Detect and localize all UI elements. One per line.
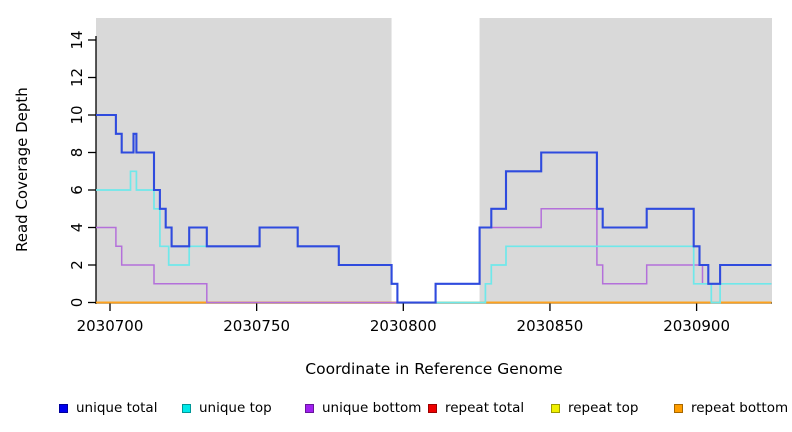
legend-swatch-repeat-total (428, 403, 437, 413)
x-tick-label: 2030900 (663, 317, 730, 335)
y-tick-label: 2 (68, 260, 86, 270)
legend-label: repeat bottom (691, 400, 789, 416)
legend-swatch-unique-total (59, 403, 68, 413)
x-tick-label: 2030800 (370, 317, 437, 335)
y-tick-label: 10 (68, 105, 86, 124)
legend-label: unique total (76, 400, 158, 416)
series-line-unique-total (96, 113, 772, 304)
x-tick-label: 2030750 (223, 317, 290, 335)
x-tick-label: 2030850 (517, 317, 584, 335)
legend-swatch-unique-bottom (305, 403, 314, 413)
x-tick-label: 2030700 (77, 317, 144, 335)
legend-item-unique-top: unique top (182, 398, 272, 418)
x-axis-title: Coordinate in Reference Genome (305, 360, 563, 378)
legend-item-unique-total: unique total (59, 398, 157, 418)
y-tick-label: 6 (68, 185, 86, 195)
legend: unique total unique top unique bottom repea… (0, 398, 792, 422)
legend-swatch-repeat-bottom (674, 403, 683, 413)
legend-swatch-unique-top (182, 403, 191, 413)
legend-item-repeat-bottom: repeat bottom (674, 398, 788, 418)
y-axis-title: Read Coverage Depth (13, 87, 31, 252)
coverage-gap-region (391, 18, 480, 303)
legend-label: repeat top (568, 400, 639, 416)
y-tick-label: 12 (68, 68, 86, 87)
y-tick-label: 14 (68, 30, 86, 49)
legend-label: unique top (199, 400, 272, 416)
legend-swatch-repeat-top (551, 403, 560, 413)
legend-label: unique bottom (322, 400, 422, 416)
legend-item-repeat-top: repeat top (551, 398, 638, 418)
y-tick-label: 8 (68, 148, 86, 158)
legend-item-unique-bottom: unique bottom (305, 398, 421, 418)
legend-item-repeat-total: repeat total (428, 398, 524, 418)
legend-label: repeat total (445, 400, 525, 416)
y-tick-label: 4 (68, 223, 86, 233)
y-tick-label: 0 (68, 298, 86, 308)
